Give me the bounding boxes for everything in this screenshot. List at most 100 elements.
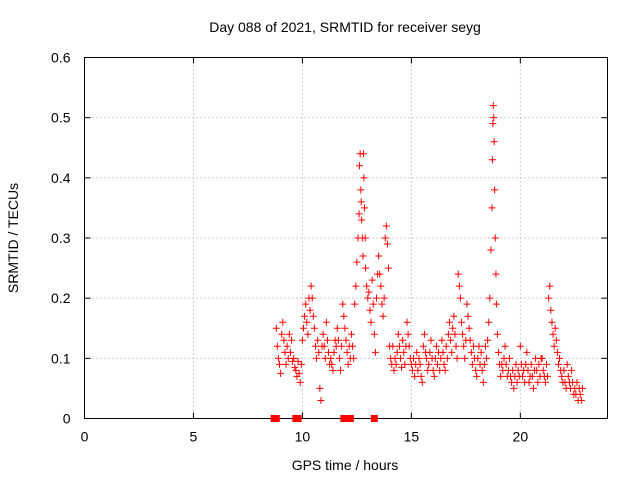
data-point xyxy=(384,264,392,272)
data-point xyxy=(317,396,325,404)
data-point xyxy=(359,252,367,260)
data-point xyxy=(578,384,586,392)
data-point xyxy=(479,378,487,386)
data-point xyxy=(309,312,317,320)
x-tick-label: 15 xyxy=(404,429,420,445)
data-point xyxy=(351,300,359,308)
data-point xyxy=(370,330,378,338)
data-point xyxy=(380,294,388,302)
data-point xyxy=(488,156,496,164)
data-point xyxy=(448,348,456,356)
data-point xyxy=(516,342,524,350)
data-point xyxy=(369,300,377,308)
data-point xyxy=(303,318,311,326)
data-point xyxy=(550,342,558,350)
data-point xyxy=(411,372,419,380)
data-point xyxy=(446,318,454,326)
data-point xyxy=(358,216,366,224)
data-point xyxy=(330,348,338,356)
data-point xyxy=(467,348,475,356)
data-point xyxy=(367,318,375,326)
data-point xyxy=(294,357,302,365)
data-point xyxy=(334,336,342,344)
data-point xyxy=(413,348,421,356)
data-point xyxy=(347,330,355,338)
data-point xyxy=(487,246,495,254)
data-point-flag xyxy=(346,415,354,422)
grid xyxy=(84,57,608,419)
data-point xyxy=(398,363,406,371)
data-point xyxy=(373,294,381,302)
data-point xyxy=(307,282,315,290)
data-point xyxy=(416,360,424,368)
data-point xyxy=(443,354,451,362)
data-point xyxy=(456,294,464,302)
data-point xyxy=(365,288,373,296)
data-point xyxy=(430,372,438,380)
data-point xyxy=(278,330,286,338)
data-point xyxy=(488,204,496,212)
y-tick-label: 0.4 xyxy=(51,170,71,186)
data-point xyxy=(554,360,562,368)
data-point xyxy=(310,324,318,332)
data-point xyxy=(480,360,488,368)
x-tick-label: 10 xyxy=(295,429,311,445)
data-point xyxy=(360,174,368,182)
data-point xyxy=(393,348,401,356)
data-point xyxy=(529,384,537,392)
data-point xyxy=(364,294,372,302)
data-point xyxy=(577,396,585,404)
data-point xyxy=(319,330,327,338)
data-point xyxy=(297,360,305,368)
data-point xyxy=(527,360,535,368)
data-point xyxy=(417,372,425,380)
data-point xyxy=(415,354,423,362)
data-point xyxy=(473,372,481,380)
data-point xyxy=(438,336,446,344)
data-point xyxy=(315,348,323,356)
data-point xyxy=(400,348,408,356)
data-point xyxy=(272,324,280,332)
data-point xyxy=(447,336,455,344)
data-point xyxy=(492,270,500,278)
data-point xyxy=(296,378,304,386)
y-axis-label: SRMTID / TECUs xyxy=(5,183,21,293)
data-point xyxy=(528,372,536,380)
data-point xyxy=(490,138,498,146)
data-point xyxy=(475,342,483,350)
data-point xyxy=(357,186,365,194)
data-point xyxy=(437,354,445,362)
data-point xyxy=(362,264,370,272)
data-point xyxy=(304,330,312,338)
data-point xyxy=(497,372,505,380)
data-point xyxy=(486,294,494,302)
data-point xyxy=(338,342,346,350)
data-point xyxy=(306,306,314,314)
data-point xyxy=(461,354,469,362)
data-point xyxy=(291,363,299,371)
data-point xyxy=(357,198,365,206)
data-point xyxy=(339,300,347,308)
data-point xyxy=(553,348,561,356)
data-point xyxy=(483,354,491,362)
data-point xyxy=(501,342,509,350)
data-point xyxy=(276,360,284,368)
data-point xyxy=(454,270,462,278)
data-point xyxy=(491,234,499,242)
data-point xyxy=(560,366,568,374)
data-point xyxy=(548,318,556,326)
data-point xyxy=(273,342,281,350)
data-point xyxy=(418,378,426,386)
data-point xyxy=(491,186,499,194)
y-tick-label: 0.2 xyxy=(51,290,71,306)
data-point xyxy=(419,342,427,350)
data-point xyxy=(337,366,345,374)
data-point-flag xyxy=(272,415,280,422)
data-point xyxy=(274,354,282,362)
data-point xyxy=(545,294,553,302)
data-point xyxy=(474,354,482,362)
data-point xyxy=(546,282,554,290)
data-point xyxy=(485,318,493,326)
data-point xyxy=(340,312,348,320)
data-point xyxy=(355,210,363,218)
